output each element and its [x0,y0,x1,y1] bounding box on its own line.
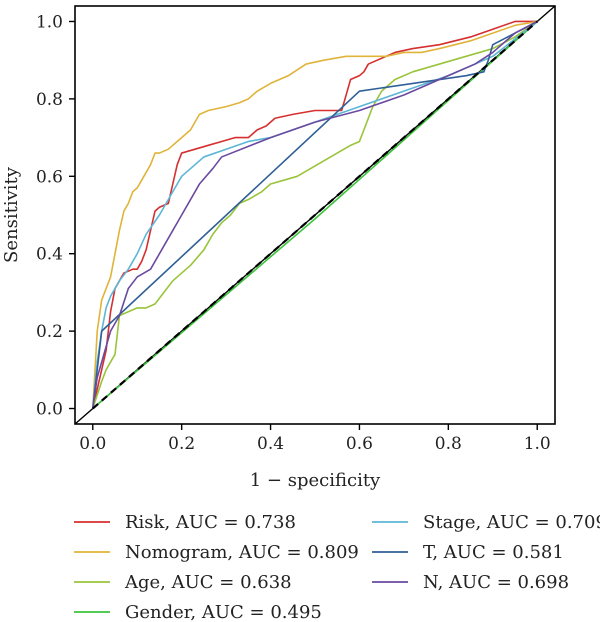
y-axis-ticks: 0.0 0.2 0.4 0.6 0.8 1.0 [36,12,75,420]
legend-label: Risk, AUC = 0.738 [125,512,296,533]
y-tick-label: 1.0 [36,12,63,32]
legend-label: Gender, AUC = 0.495 [125,602,322,622]
x-tick-label: 0.4 [257,434,284,454]
y-tick-label: 0.6 [36,167,63,187]
x-tick-label: 0.6 [346,434,373,454]
x-axis-label: 1 − specificity [250,470,381,491]
x-tick-label: 0.0 [79,434,106,454]
series-line-stage [91,20,538,409]
legend-label: N, AUC = 0.698 [423,572,569,593]
x-axis-ticks: 0.0 0.2 0.4 0.6 0.8 1.0 [79,424,551,454]
legend-item: T, AUC = 0.581 [372,542,564,563]
series-layer [91,20,538,410]
y-axis-label: Sensitivity [1,166,22,263]
x-tick-label: 0.8 [435,434,462,454]
legend-label: Stage, AUC = 0.709 [423,512,600,533]
reference-dashed-line [92,20,538,410]
series-line-nomogram [91,20,538,409]
y-tick-label: 0.4 [36,245,63,265]
legend-item: Nomogram, AUC = 0.809 [74,542,359,563]
legend-item: Stage, AUC = 0.709 [372,512,600,533]
legend-item: N, AUC = 0.698 [372,572,569,593]
legend-label: Nomogram, AUC = 0.809 [125,542,359,563]
y-tick-label: 0.8 [36,90,63,110]
y-tick-label: 0.0 [36,400,63,420]
legend-item: Age, AUC = 0.638 [74,572,292,593]
x-tick-label: 0.2 [168,434,195,454]
legend-item: Gender, AUC = 0.495 [74,602,322,622]
series-line-n [91,20,538,409]
y-tick-label: 0.2 [36,322,63,342]
x-tick-label: 1.0 [524,434,551,454]
plot-frame [74,5,556,425]
legend-label: T, AUC = 0.581 [423,542,564,563]
series-line-age [92,20,538,409]
legend-label: Age, AUC = 0.638 [124,572,292,593]
legend-item: Risk, AUC = 0.738 [74,512,296,533]
plot-area [75,6,555,424]
legend: Risk, AUC = 0.738 Nomogram, AUC = 0.809 Ag… [74,512,600,622]
series-line-t [91,20,538,409]
